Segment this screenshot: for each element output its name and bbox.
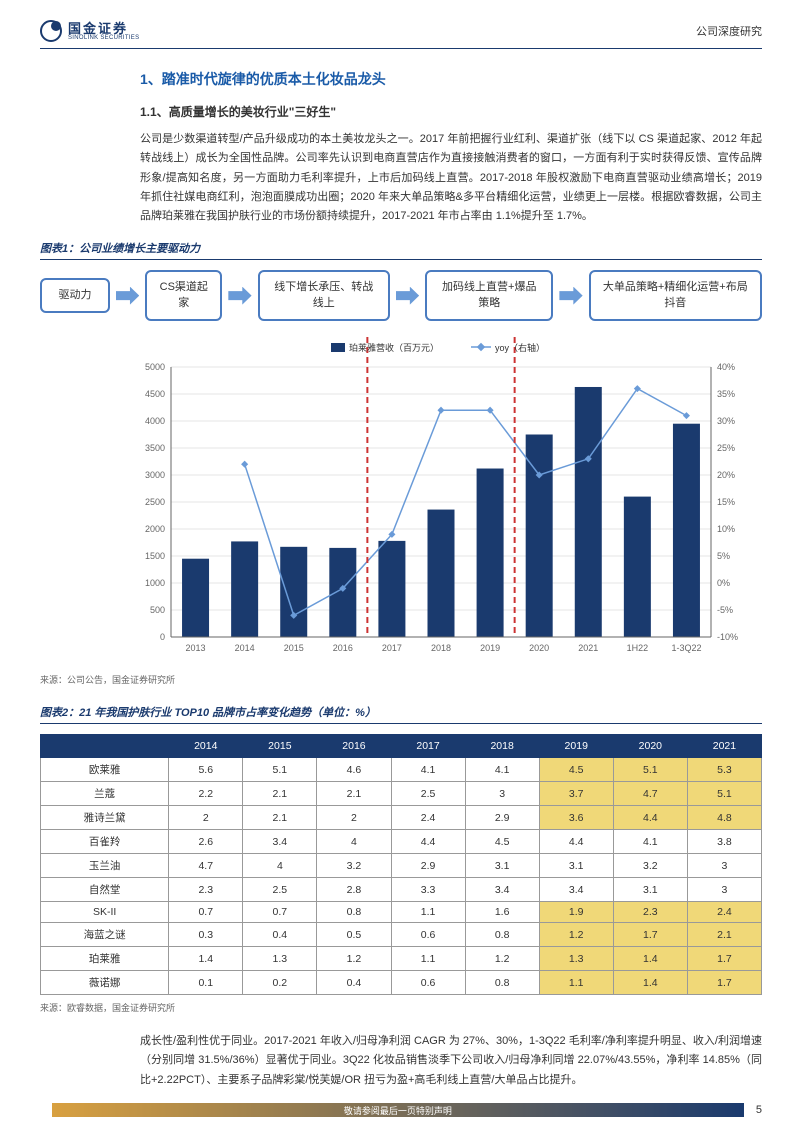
table-header: 2020 xyxy=(613,735,687,758)
section-title: 1、踏准时代旋律的优质本土化妆品龙头 xyxy=(140,69,762,89)
table-header: 2021 xyxy=(687,735,761,758)
svg-text:40%: 40% xyxy=(717,362,735,372)
table-row: 百雀羚2.63.444.44.54.44.13.8 xyxy=(41,830,762,854)
svg-text:15%: 15% xyxy=(717,497,735,507)
figure2-title: 图表2：21 年我国护肤行业 TOP10 品牌市占率变化趋势（单位：%） xyxy=(40,704,762,724)
svg-text:1500: 1500 xyxy=(145,551,165,561)
figure2-source: 来源：欧睿数据，国金证券研究所 xyxy=(40,1001,762,1014)
table-header: 2017 xyxy=(391,735,465,758)
paragraph-2: 成长性/盈利性优于同业。2017-2021 年收入/归母净利润 CAGR 为 2… xyxy=(140,1032,762,1090)
arrow-icon xyxy=(116,287,139,305)
svg-text:2021: 2021 xyxy=(578,643,598,653)
svg-text:2018: 2018 xyxy=(431,643,451,653)
document-type: 公司深度研究 xyxy=(696,23,762,39)
svg-text:35%: 35% xyxy=(717,389,735,399)
logo-name-en: SINOLINK SECURITIES xyxy=(68,35,139,41)
table-header: 2018 xyxy=(465,735,539,758)
svg-text:3500: 3500 xyxy=(145,443,165,453)
svg-text:4500: 4500 xyxy=(145,389,165,399)
figure1-title: 图表1：公司业绩增长主要驱动力 xyxy=(40,240,762,260)
svg-text:1-3Q22: 1-3Q22 xyxy=(671,643,701,653)
arrow-icon xyxy=(396,287,419,305)
svg-text:1000: 1000 xyxy=(145,578,165,588)
svg-text:2019: 2019 xyxy=(480,643,500,653)
logo-icon xyxy=(40,20,62,42)
svg-text:10%: 10% xyxy=(717,524,735,534)
table-row: 雅诗兰黛22.122.42.93.64.44.8 xyxy=(41,806,762,830)
flow-box: CS渠道起家 xyxy=(145,270,222,321)
svg-text:1H22: 1H22 xyxy=(627,643,649,653)
arrow-icon xyxy=(559,287,582,305)
svg-text:2015: 2015 xyxy=(284,643,304,653)
svg-text:2500: 2500 xyxy=(145,497,165,507)
table-header: 2014 xyxy=(169,735,243,758)
page-footer: 敬请参阅最后一页特别声明 5 xyxy=(0,1103,802,1117)
svg-text:2017: 2017 xyxy=(382,643,402,653)
page-header: 国金证券 SINOLINK SECURITIES 公司深度研究 xyxy=(40,20,762,49)
page-number: 5 xyxy=(756,1104,762,1116)
logo-name-cn: 国金证券 xyxy=(68,22,139,35)
flow-diagram: 驱动力 CS渠道起家线下增长承压、转战线上加码线上直营+爆品策略大单品策略+精细化… xyxy=(40,270,762,321)
flow-box: 加码线上直营+爆品策略 xyxy=(425,270,553,321)
svg-text:5000: 5000 xyxy=(145,362,165,372)
svg-text:4000: 4000 xyxy=(145,416,165,426)
market-share-table: 20142015201620172018201920202021欧莱雅5.65.… xyxy=(40,734,762,995)
svg-text:3000: 3000 xyxy=(145,470,165,480)
table-row: 珀莱雅1.41.31.21.11.21.31.41.7 xyxy=(41,947,762,971)
table-row: 欧莱雅5.65.14.64.14.14.55.15.3 xyxy=(41,758,762,782)
paragraph-1: 公司是少数渠道转型/产品升级成功的本土美妆龙头之一。2017 年前把握行业红利、… xyxy=(140,130,762,226)
svg-text:20%: 20% xyxy=(717,470,735,480)
table-header xyxy=(41,735,169,758)
table-row: 自然堂2.32.52.83.33.43.43.13 xyxy=(41,878,762,902)
svg-text:0%: 0% xyxy=(717,578,730,588)
figure1-source: 来源：公司公告，国金证券研究所 xyxy=(40,673,762,686)
svg-text:2016: 2016 xyxy=(333,643,353,653)
table-row: SK-II0.70.70.81.11.61.92.32.4 xyxy=(41,902,762,923)
svg-text:25%: 25% xyxy=(717,443,735,453)
svg-text:30%: 30% xyxy=(717,416,735,426)
subsection-title: 1.1、高质量增长的美妆行业"三好生" xyxy=(140,103,762,120)
arrow-icon xyxy=(228,287,251,305)
footer-bar: 敬请参阅最后一页特别声明 xyxy=(52,1103,744,1117)
svg-text:500: 500 xyxy=(150,605,165,615)
flow-box: 大单品策略+精细化运营+布局抖音 xyxy=(589,270,762,321)
svg-text:-5%: -5% xyxy=(717,605,733,615)
svg-text:-10%: -10% xyxy=(717,632,738,642)
table-row: 玉兰油4.743.22.93.13.13.23 xyxy=(41,854,762,878)
svg-text:5%: 5% xyxy=(717,551,730,561)
table-header: 2015 xyxy=(243,735,317,758)
svg-text:2013: 2013 xyxy=(186,643,206,653)
table-header: 2019 xyxy=(539,735,613,758)
table-row: 薇诺娜0.10.20.40.60.81.11.41.7 xyxy=(41,971,762,995)
svg-text:0: 0 xyxy=(160,632,165,642)
flow-box: 线下增长承压、转战线上 xyxy=(258,270,390,321)
svg-text:yoy（右轴）: yoy（右轴） xyxy=(495,342,545,353)
flow-box: 驱动力 xyxy=(40,278,110,313)
svg-text:2014: 2014 xyxy=(235,643,255,653)
svg-text:2000: 2000 xyxy=(145,524,165,534)
logo: 国金证券 SINOLINK SECURITIES xyxy=(40,20,139,42)
chart-bar-line: 0 500 1000 1500 2000 2500 3000 3500 4000 4500 5000… xyxy=(120,337,762,667)
chart-svg: 0 500 1000 1500 2000 2500 3000 3500 4000 4500 5000… xyxy=(120,337,762,667)
svg-text:2020: 2020 xyxy=(529,643,549,653)
table-row: 海蓝之谜0.30.40.50.60.81.21.72.1 xyxy=(41,923,762,947)
table-header: 2016 xyxy=(317,735,391,758)
svg-text:珀莱雅营收（百万元）: 珀莱雅营收（百万元） xyxy=(349,342,439,353)
table-row: 兰蔻2.22.12.12.533.74.75.1 xyxy=(41,782,762,806)
